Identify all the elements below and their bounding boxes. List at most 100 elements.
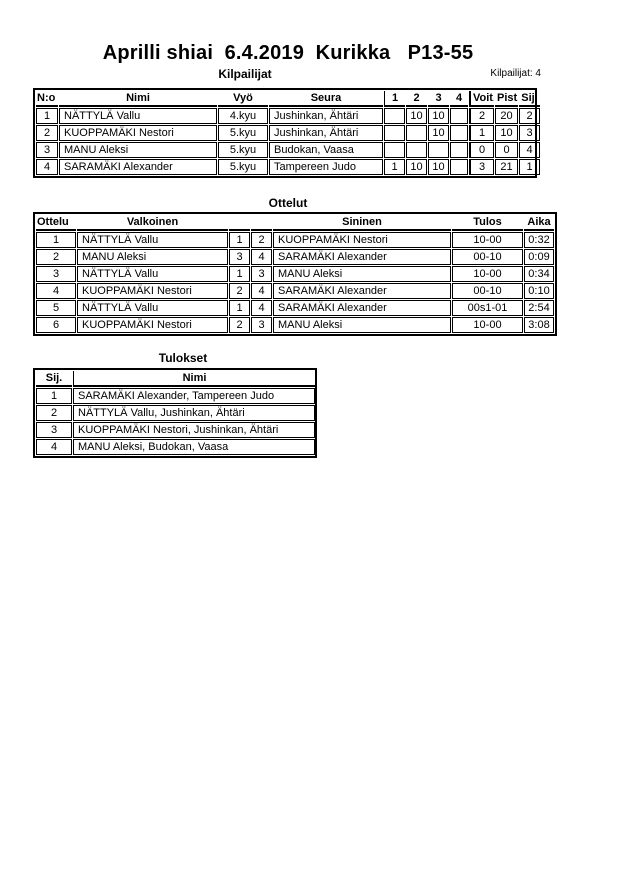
col-header-white-number — [229, 215, 250, 231]
cell-pist: 10 — [495, 125, 518, 141]
table-row: 1 NÄTTYLÄ Vallu 1 2 KUOPPAMÄKI Nestori 1… — [36, 232, 554, 248]
cell-white-number: 1 — [229, 300, 250, 316]
cell-round-1 — [384, 108, 405, 124]
cell-sij: 4 — [519, 142, 540, 158]
cell-white-number: 2 — [229, 283, 250, 299]
cell-white-player: NÄTTYLÄ Vallu — [77, 300, 228, 316]
col-header-blue-number — [251, 215, 272, 231]
col-header-vyo: Vyö — [218, 91, 268, 107]
cell-match-no: 3 — [36, 266, 76, 282]
cell-round-1: 1 — [384, 159, 405, 175]
cell-match-no: 5 — [36, 300, 76, 316]
results-table: Sij. Nimi 1 SARAMÄKI Alexander, Tamperee… — [33, 368, 317, 458]
cell-time: 0:10 — [524, 283, 554, 299]
table-header-row: Sij. Nimi — [36, 371, 315, 387]
cell-blue-number: 4 — [251, 249, 272, 265]
cell-sij: 1 — [519, 159, 540, 175]
section-heading-kilpailijat: Kilpailijat — [218, 67, 272, 81]
col-header-sij: Sij. — [519, 91, 540, 107]
cell-pist: 0 — [495, 142, 518, 158]
cell-competitor: NÄTTYLÄ Vallu, Jushinkan, Ähtäri — [73, 405, 315, 421]
col-header-pist: Pist. — [495, 91, 518, 107]
cell-placement: 4 — [36, 439, 72, 455]
competitors-table: N:o Nimi Vyö Seura 1 2 3 4 Voit. Pist. S… — [33, 88, 540, 178]
col-header-round-4: 4 — [450, 91, 468, 107]
cell-no: 1 — [36, 108, 58, 124]
cell-match-no: 6 — [36, 317, 76, 333]
cell-nimi: KUOPPAMÄKI Nestori — [59, 125, 217, 141]
cell-white-player: KUOPPAMÄKI Nestori — [77, 317, 228, 333]
cell-white-player: NÄTTYLÄ Vallu — [77, 266, 228, 282]
cell-blue-player: SARAMÄKI Alexander — [273, 300, 451, 316]
cell-blue-player: MANU Aleksi — [273, 266, 451, 282]
cell-vyo: 5.kyu — [218, 159, 268, 175]
cell-blue-player: SARAMÄKI Alexander — [273, 283, 451, 299]
col-header-sij: Sij. — [36, 371, 72, 387]
cell-nimi: SARAMÄKI Alexander — [59, 159, 217, 175]
table-row: 5 NÄTTYLÄ Vallu 1 4 SARAMÄKI Alexander 0… — [36, 300, 554, 316]
cell-round-2: 10 — [406, 159, 427, 175]
cell-round-4 — [450, 125, 468, 141]
table-row: 2 KUOPPAMÄKI Nestori 5.kyu Jushinkan, Äh… — [36, 125, 540, 141]
cell-round-4 — [450, 108, 468, 124]
table-row: 1 NÄTTYLÄ Vallu 4.kyu Jushinkan, Ähtäri … — [36, 108, 540, 124]
cell-blue-number: 4 — [251, 283, 272, 299]
cell-result: 00-10 — [452, 283, 523, 299]
table-header-row: Ottelu Valkoinen Sininen Tulos Aika — [36, 215, 554, 231]
cell-white-number: 3 — [229, 249, 250, 265]
cell-nimi: MANU Aleksi — [59, 142, 217, 158]
cell-time: 0:32 — [524, 232, 554, 248]
cell-blue-player: SARAMÄKI Alexander — [273, 249, 451, 265]
cell-seura: Budokan, Vaasa — [269, 142, 383, 158]
cell-seura: Jushinkan, Ähtäri — [269, 125, 383, 141]
table-row: 2 NÄTTYLÄ Vallu, Jushinkan, Ähtäri — [36, 405, 315, 421]
cell-blue-number: 2 — [251, 232, 272, 248]
cell-result: 00s1-01 — [452, 300, 523, 316]
cell-competitor: MANU Aleksi, Budokan, Vaasa — [73, 439, 315, 455]
cell-blue-player: MANU Aleksi — [273, 317, 451, 333]
cell-seura: Jushinkan, Ähtäri — [269, 108, 383, 124]
cell-white-number: 1 — [229, 232, 250, 248]
cell-round-4 — [450, 159, 468, 175]
table-header-row: N:o Nimi Vyö Seura 1 2 3 4 Voit. Pist. S… — [36, 91, 540, 107]
cell-white-player: MANU Aleksi — [77, 249, 228, 265]
cell-blue-number: 4 — [251, 300, 272, 316]
cell-voit: 1 — [469, 125, 494, 141]
cell-nimi: NÄTTYLÄ Vallu — [59, 108, 217, 124]
cell-blue-player: KUOPPAMÄKI Nestori — [273, 232, 451, 248]
cell-match-no: 4 — [36, 283, 76, 299]
cell-competitor: KUOPPAMÄKI Nestori, Jushinkan, Ähtäri — [73, 422, 315, 438]
cell-no: 2 — [36, 125, 58, 141]
col-header-round-2: 2 — [406, 91, 427, 107]
col-header-round-1: 1 — [384, 91, 405, 107]
table-row: 2 MANU Aleksi 3 4 SARAMÄKI Alexander 00-… — [36, 249, 554, 265]
table-row: 3 NÄTTYLÄ Vallu 1 3 MANU Aleksi 10-00 0:… — [36, 266, 554, 282]
cell-blue-number: 3 — [251, 266, 272, 282]
cell-vyo: 4.kyu — [218, 108, 268, 124]
cell-voit: 0 — [469, 142, 494, 158]
cell-result: 00-10 — [452, 249, 523, 265]
section-heading-tulokset: Tulokset — [158, 351, 208, 365]
competitors-count-label: Kilpailijat: 4 — [490, 68, 541, 79]
cell-white-number: 1 — [229, 266, 250, 282]
col-header-nimi: Nimi — [73, 371, 315, 387]
cell-round-3: 10 — [428, 108, 449, 124]
cell-round-3: 10 — [428, 125, 449, 141]
cell-placement: 2 — [36, 405, 72, 421]
cell-white-number: 2 — [229, 317, 250, 333]
cell-result: 10-00 — [452, 266, 523, 282]
cell-white-player: NÄTTYLÄ Vallu — [77, 232, 228, 248]
table-row: 6 KUOPPAMÄKI Nestori 2 3 MANU Aleksi 10-… — [36, 317, 554, 333]
cell-voit: 2 — [469, 108, 494, 124]
table-row: 1 SARAMÄKI Alexander, Tampereen Judo — [36, 388, 315, 404]
col-header-voit: Voit. — [469, 91, 494, 107]
cell-white-player: KUOPPAMÄKI Nestori — [77, 283, 228, 299]
cell-placement: 3 — [36, 422, 72, 438]
table-row: 4 SARAMÄKI Alexander 5.kyu Tampereen Jud… — [36, 159, 540, 175]
page-title: Aprilli shiai 6.4.2019 Kurikka P13-55 — [102, 42, 474, 64]
cell-pist: 20 — [495, 108, 518, 124]
cell-blue-number: 3 — [251, 317, 272, 333]
cell-sij: 2 — [519, 108, 540, 124]
section-heading-ottelut: Ottelut — [268, 196, 308, 210]
col-header-aika: Aika — [524, 215, 554, 231]
